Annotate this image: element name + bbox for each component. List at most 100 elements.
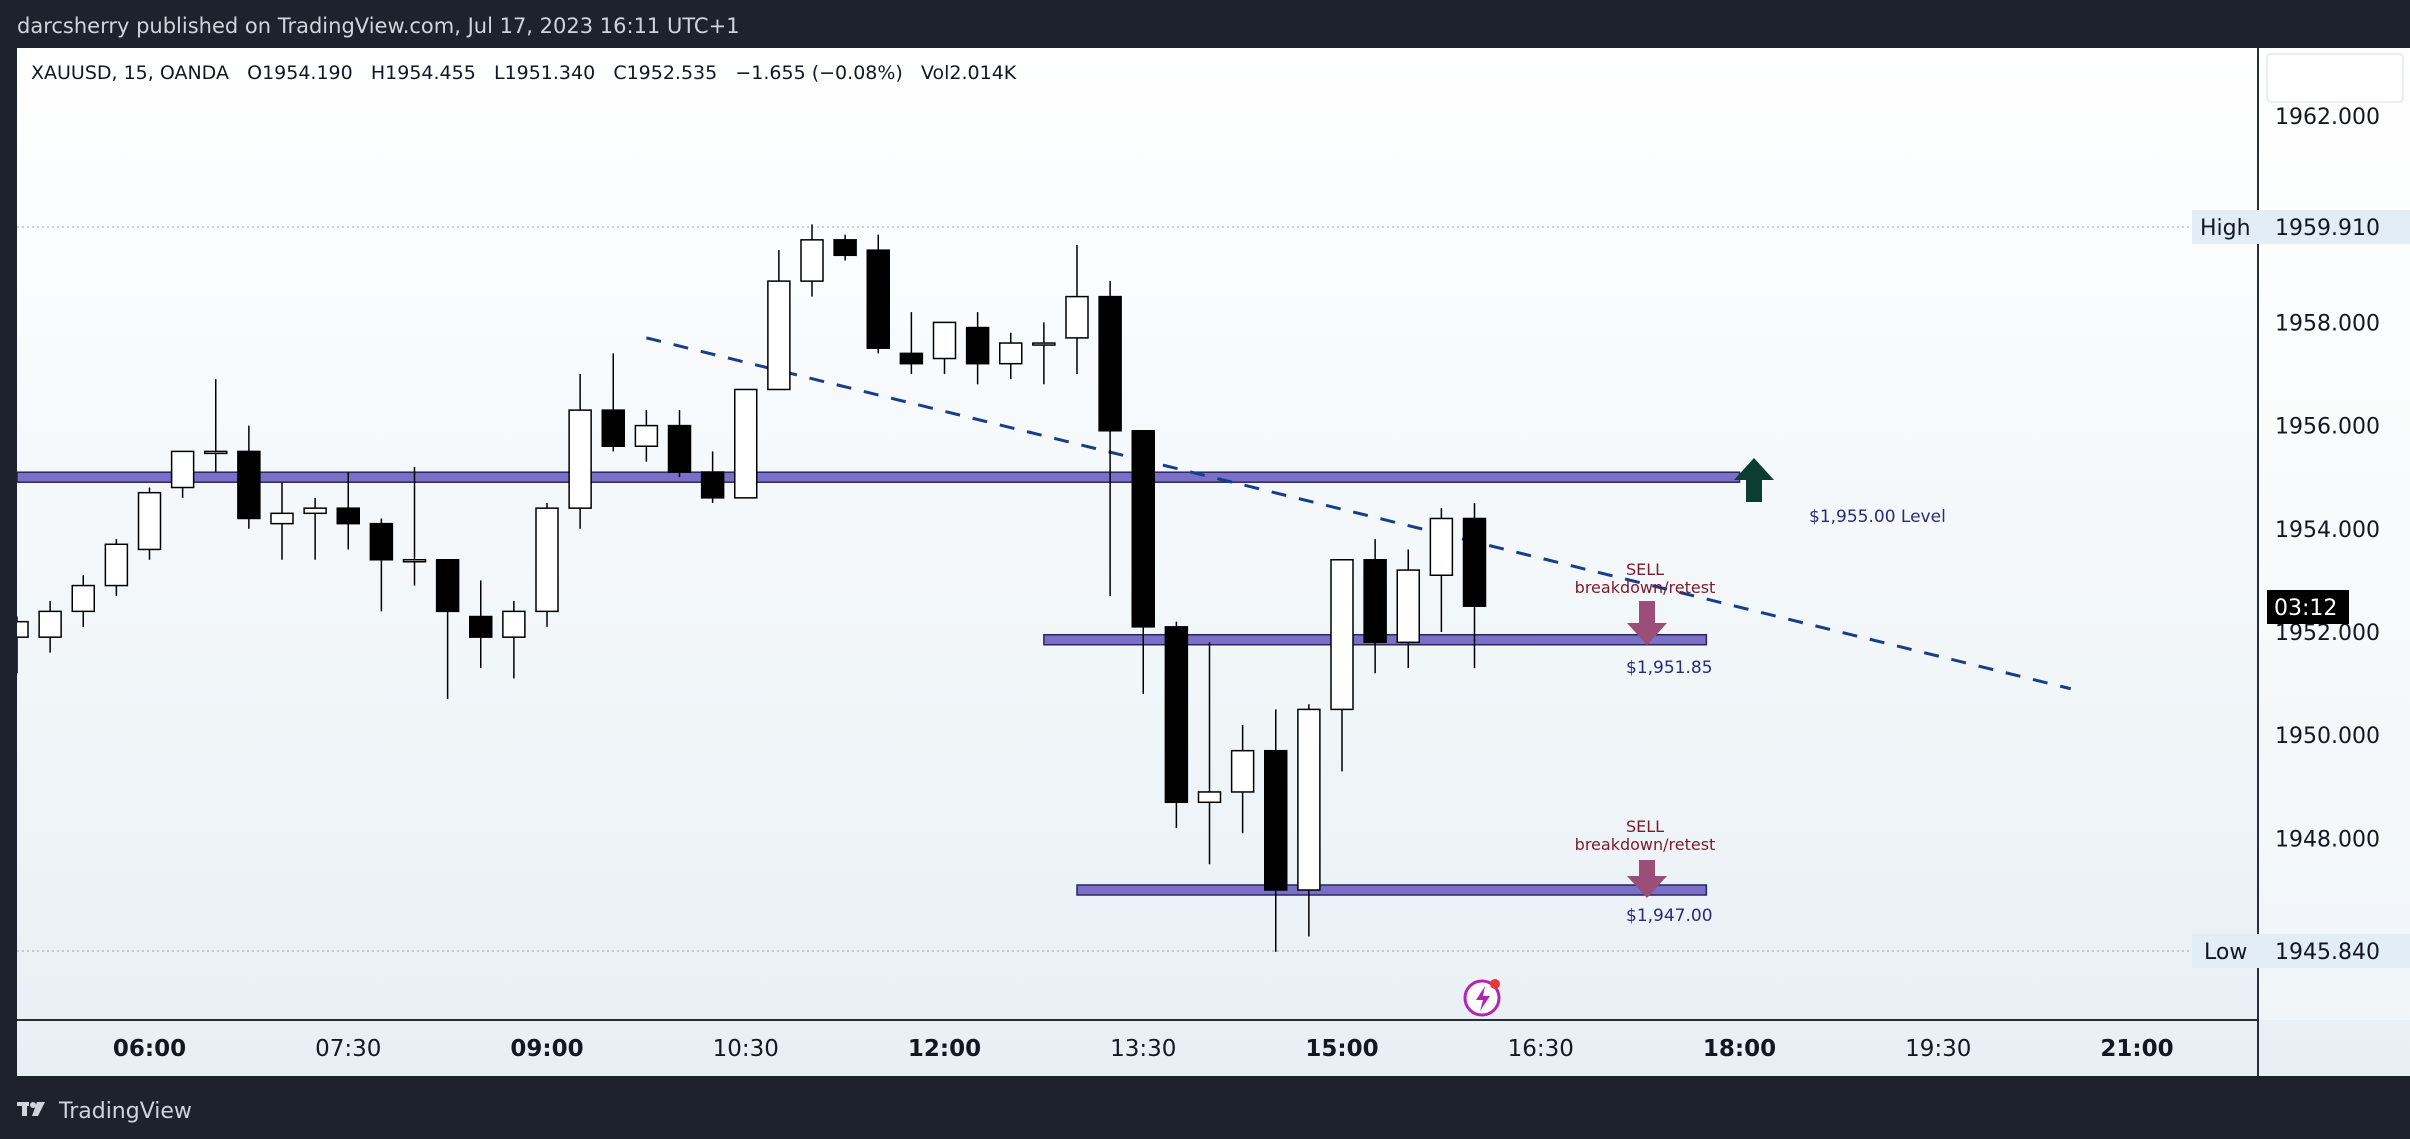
candle-body — [833, 239, 857, 257]
candle[interactable] — [469, 580, 493, 669]
candle[interactable] — [1065, 245, 1089, 374]
time-tick-label: 07:30 — [315, 1036, 381, 1062]
candle[interactable] — [204, 379, 228, 473]
up-arrow-1955[interactable] — [1734, 458, 1774, 502]
candle[interactable] — [601, 353, 625, 452]
candle[interactable] — [17, 616, 29, 674]
candle[interactable] — [170, 450, 195, 498]
candle[interactable] — [1297, 704, 1321, 937]
candle-body — [71, 584, 95, 613]
legend-change: −1.655 (−0.08%) — [735, 62, 903, 84]
level-band-0[interactable] — [17, 471, 1741, 483]
candle-body — [1396, 569, 1420, 644]
time-tick-label: 06:00 — [113, 1036, 186, 1062]
price-tick-label: 1952.000 — [2275, 621, 2380, 646]
candle[interactable] — [270, 482, 294, 560]
candle-body — [568, 409, 592, 509]
price-tick-label: 1956.000 — [2275, 415, 2380, 440]
candle[interactable] — [71, 575, 95, 627]
candle[interactable] — [999, 332, 1023, 380]
candle-body — [965, 326, 990, 365]
level-1951-label: $1,951.85 — [1626, 658, 1713, 678]
candle[interactable] — [435, 559, 460, 700]
candle-body — [1230, 749, 1255, 793]
candle[interactable] — [1230, 724, 1255, 834]
candle-body — [1297, 708, 1321, 891]
candle[interactable] — [965, 312, 990, 385]
candle-body — [1164, 626, 1189, 804]
candle[interactable] — [369, 518, 394, 612]
candle[interactable] — [833, 234, 857, 261]
candle-body — [303, 507, 327, 515]
footer-brand[interactable]: TradingView — [17, 1094, 192, 1128]
candle[interactable] — [237, 425, 261, 529]
legend-high: H1954.455 — [370, 62, 476, 84]
candle[interactable] — [1363, 539, 1387, 674]
candle[interactable] — [502, 601, 526, 679]
candle[interactable] — [1164, 621, 1189, 829]
candle[interactable] — [634, 410, 659, 462]
candle[interactable] — [1131, 430, 1155, 694]
candle[interactable] — [38, 601, 62, 653]
candle-body — [999, 342, 1023, 365]
descending-trendline[interactable] — [646, 336, 2072, 691]
sell-arrow-1[interactable] — [1627, 601, 1667, 645]
candle-body — [734, 388, 758, 499]
price-tick-label: 1958.000 — [2275, 311, 2380, 336]
chart-background — [17, 48, 2410, 1076]
candle[interactable] — [734, 388, 758, 499]
candle[interactable] — [303, 497, 327, 560]
candle-body — [700, 471, 725, 499]
time-tick-label: 09:00 — [510, 1036, 583, 1062]
candle[interactable] — [1032, 322, 1056, 385]
event-lightning-icon[interactable] — [1463, 979, 1501, 1017]
candle[interactable] — [800, 224, 824, 297]
candle-body — [237, 450, 261, 520]
candle[interactable] — [336, 472, 360, 550]
level-1947-label: $1,947.00 — [1626, 906, 1713, 926]
candle-body — [137, 491, 162, 551]
candle[interactable] — [402, 466, 427, 586]
candle-body — [336, 507, 360, 525]
candle-body — [1131, 430, 1155, 628]
candle-body — [634, 424, 659, 447]
candle[interactable] — [137, 487, 162, 560]
legend-symbol[interactable]: XAUUSD, 15, OANDA — [31, 62, 229, 84]
candle-body — [170, 450, 195, 489]
candle[interactable] — [1396, 549, 1420, 669]
candle[interactable] — [899, 312, 924, 374]
legend-volume: Vol2.014K — [920, 62, 1017, 84]
candle[interactable] — [1429, 508, 1454, 632]
high-tag-bg — [2192, 210, 2410, 244]
candle[interactable] — [667, 410, 692, 478]
footer-brand-text: TradingView — [59, 1098, 192, 1124]
candle[interactable] — [568, 374, 592, 529]
price-tick-label: 1954.000 — [2275, 518, 2380, 543]
candle[interactable] — [1264, 709, 1288, 952]
candle[interactable] — [866, 234, 890, 354]
high-value: 1959.910 — [2275, 216, 2380, 241]
candle[interactable] — [104, 539, 129, 596]
chart-pane[interactable]: 1962.000 1958.000 1956.000 1954.000 1952.000… — [17, 48, 2410, 1076]
sell-arrow-2[interactable] — [1627, 860, 1667, 898]
candle[interactable] — [1330, 559, 1354, 772]
chart-svg[interactable]: 1962.000 1958.000 1956.000 1954.000 1952.000… — [17, 48, 2410, 1076]
level-band-2[interactable] — [1076, 884, 1708, 896]
price-tick-label: 1950.000 — [2275, 724, 2380, 749]
candle[interactable] — [535, 503, 559, 627]
high-tag: High — [2200, 216, 2251, 241]
sell-label-1-line1: SELL — [1626, 560, 1664, 579]
candle[interactable] — [1098, 281, 1122, 596]
candle[interactable] — [1462, 503, 1487, 669]
countdown-timer: 03:12 — [2274, 596, 2337, 621]
price-tick-label: 1948.000 — [2275, 827, 2380, 852]
candle[interactable] — [767, 250, 791, 391]
candle[interactable] — [932, 321, 957, 374]
candle[interactable] — [700, 451, 725, 503]
candle-body — [38, 610, 62, 638]
candle-body — [1264, 749, 1288, 891]
time-tick-label: 15:00 — [1305, 1036, 1378, 1062]
candle-body — [502, 610, 526, 638]
axis-settings-box[interactable] — [2266, 53, 2404, 103]
candle[interactable] — [1197, 642, 1222, 865]
